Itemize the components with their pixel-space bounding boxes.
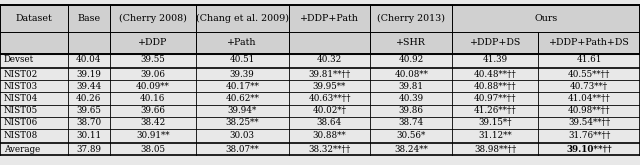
Text: 40.16: 40.16 — [140, 94, 165, 103]
Text: 38.07**: 38.07** — [225, 145, 259, 154]
Text: 40.55**††: 40.55**†† — [568, 70, 611, 79]
Text: 38.64: 38.64 — [317, 118, 342, 127]
Text: 39.86: 39.86 — [399, 106, 424, 115]
Text: 40.09**: 40.09** — [136, 82, 170, 91]
Text: 30.56*: 30.56* — [397, 131, 426, 140]
Text: NIST02: NIST02 — [4, 70, 38, 79]
Text: 39.44: 39.44 — [76, 82, 101, 91]
Text: 40.48**††: 40.48**†† — [474, 70, 516, 79]
Text: 38.05: 38.05 — [140, 145, 165, 154]
Text: 38.24**: 38.24** — [394, 145, 428, 154]
Text: 40.51: 40.51 — [230, 55, 255, 64]
Text: (Cherry 2013): (Cherry 2013) — [377, 14, 445, 23]
Text: 40.08**: 40.08** — [394, 70, 428, 79]
Text: 40.97**††: 40.97**†† — [474, 94, 516, 103]
Text: 39.10**††: 39.10**†† — [566, 145, 612, 154]
Text: +DDP+Path+DS: +DDP+Path+DS — [548, 38, 630, 47]
Text: NIST06: NIST06 — [4, 118, 38, 127]
Text: 41.26**††: 41.26**†† — [474, 106, 516, 115]
Text: 39.06: 39.06 — [140, 70, 165, 79]
Text: 40.63**††: 40.63**†† — [308, 94, 351, 103]
Text: 39.81: 39.81 — [399, 82, 424, 91]
Text: 38.70: 38.70 — [76, 118, 101, 127]
Text: NIST04: NIST04 — [4, 94, 38, 103]
Text: 39.94*: 39.94* — [228, 106, 257, 115]
Text: 30.11: 30.11 — [76, 131, 101, 140]
Text: 31.76**††: 31.76**†† — [568, 131, 611, 140]
Text: +DDP+DS: +DDP+DS — [470, 38, 521, 47]
Text: +DDP+Path: +DDP+Path — [300, 14, 359, 23]
Text: 41.39: 41.39 — [483, 55, 508, 64]
Text: 38.32**††: 38.32**†† — [308, 145, 351, 154]
Text: 40.92: 40.92 — [399, 55, 424, 64]
Text: 39.15*†: 39.15*† — [479, 118, 512, 127]
Text: NIST03: NIST03 — [4, 82, 38, 91]
Text: Devset: Devset — [4, 55, 34, 64]
Bar — [0, 5, 640, 54]
Text: 30.91**: 30.91** — [136, 131, 170, 140]
Text: (Chang et al. 2009): (Chang et al. 2009) — [196, 14, 289, 23]
Text: 39.55: 39.55 — [140, 55, 165, 64]
Text: 38.25**: 38.25** — [225, 118, 259, 127]
Text: Ours: Ours — [534, 14, 558, 23]
Text: 41.61: 41.61 — [577, 55, 602, 64]
Text: 40.02*†: 40.02*† — [312, 106, 346, 115]
Text: 40.73**†: 40.73**† — [570, 82, 608, 91]
Text: 30.03: 30.03 — [230, 131, 255, 140]
Text: 37.89: 37.89 — [76, 145, 101, 154]
Text: 38.42: 38.42 — [140, 118, 165, 127]
Text: 39.39: 39.39 — [230, 70, 255, 79]
Text: 40.39: 40.39 — [399, 94, 424, 103]
Text: 38.98**††: 38.98**†† — [474, 145, 516, 154]
Text: Average: Average — [4, 145, 40, 154]
Text: NIST08: NIST08 — [4, 131, 38, 140]
Text: 40.88**††: 40.88**†† — [474, 82, 516, 91]
Text: 39.66: 39.66 — [140, 106, 165, 115]
Text: 31.12**: 31.12** — [479, 131, 512, 140]
Text: 40.32: 40.32 — [317, 55, 342, 64]
Text: (Cherry 2008): (Cherry 2008) — [119, 14, 187, 23]
Text: 38.74: 38.74 — [399, 118, 424, 127]
Text: +SHR: +SHR — [396, 38, 426, 47]
Text: 40.04: 40.04 — [76, 55, 102, 64]
Text: 39.19: 39.19 — [76, 70, 101, 79]
Text: +Path: +Path — [227, 38, 257, 47]
Text: 40.26: 40.26 — [76, 94, 101, 103]
Text: 39.81**††: 39.81**†† — [308, 70, 351, 79]
Text: +DDP: +DDP — [138, 38, 168, 47]
Text: 39.65: 39.65 — [76, 106, 101, 115]
Text: Base: Base — [77, 14, 100, 23]
Text: 40.98**††: 40.98**†† — [568, 106, 611, 115]
Text: 41.04**††: 41.04**†† — [568, 94, 611, 103]
Text: 40.17**: 40.17** — [225, 82, 259, 91]
Text: 39.54**††: 39.54**†† — [568, 118, 610, 127]
Text: 39.95**: 39.95** — [313, 82, 346, 91]
Text: 40.62**: 40.62** — [225, 94, 259, 103]
Text: NIST05: NIST05 — [4, 106, 38, 115]
Text: 30.88**: 30.88** — [313, 131, 346, 140]
Text: Dataset: Dataset — [15, 14, 52, 23]
